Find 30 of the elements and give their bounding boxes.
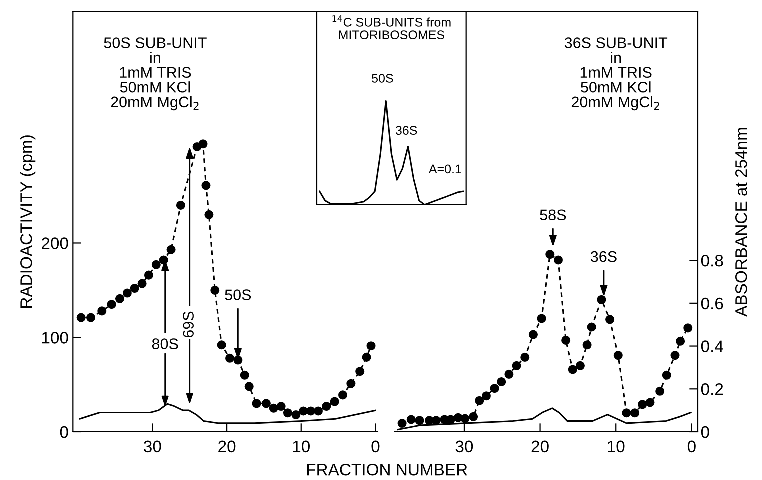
y2-tick-label: 0: [701, 426, 710, 438]
annotation: 36S: [396, 126, 418, 136]
annotation: 50S SUB-UNIT in 1mM TRIS 50mM KCl 20mM MgCl$_{2}$: [104, 38, 207, 111]
annotation: 80S: [152, 338, 178, 350]
y-axis-title: RADIOACTIVITY (cpm): [20, 136, 36, 308]
annotation: 50S: [225, 290, 252, 300]
x-tick-label: 10: [293, 440, 310, 453]
y2-tick-label: 0.6: [701, 298, 724, 310]
y2-tick-label: 0.8: [701, 254, 724, 267]
x-tick-label: 0: [372, 440, 380, 453]
y-tick-label: 200: [42, 238, 68, 250]
x-tick-label: 30: [456, 440, 474, 453]
y2-axis-title: ABSORBANCE at 254nm: [735, 128, 748, 317]
annotation: 36S SUB-UNIT in 1mM TRIS 50mM KCl 20mM MgCl$_{2}$: [564, 38, 668, 111]
y-tick-label: 100: [42, 332, 68, 344]
x-axis-title: FRACTION NUMBER: [307, 464, 468, 476]
x-tick-label: 0: [688, 440, 696, 453]
chart-title: $^{14}$C SUB-UNITS from MITORIBOSOMES: [332, 16, 451, 40]
annotation: 69S: [183, 312, 194, 338]
x-tick-label: 20: [532, 440, 549, 453]
y2-tick-label: 0.4: [701, 340, 724, 352]
annotation: 58S: [540, 210, 566, 221]
y2-tick-label: 0.2: [701, 384, 724, 396]
x-tick-label: 30: [144, 440, 162, 453]
y-tick-label: 0: [60, 426, 68, 438]
annotation: 50S: [372, 74, 394, 83]
x-tick-label: 20: [218, 440, 236, 453]
annotation: 36S: [590, 251, 617, 262]
annotation: A=0.1: [428, 164, 462, 174]
x-tick-label: 10: [608, 440, 625, 453]
